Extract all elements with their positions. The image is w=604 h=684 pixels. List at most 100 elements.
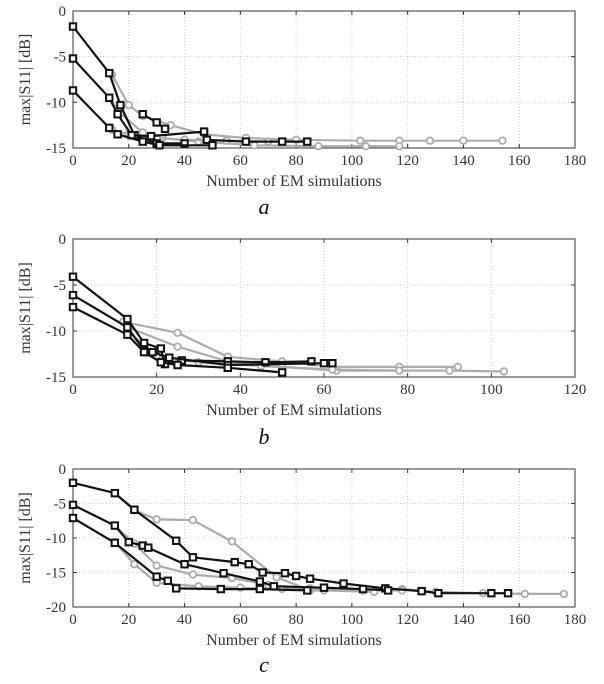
data-point: [208, 141, 217, 150]
data-point: [105, 68, 114, 78]
x-tick-label: 160: [508, 153, 531, 169]
data-point: [138, 110, 147, 119]
data-point: [130, 505, 139, 514]
x-tick-label: 80: [400, 382, 415, 398]
x-tick-label: 20: [149, 382, 164, 398]
data-point: [202, 135, 212, 144]
data-point: [139, 338, 149, 348]
panel-c: 0 20 40 60 80 100 120 140 160 180 0 -5 -10 -15 -20 Numb…: [17, 462, 586, 677]
data-point: [130, 560, 139, 569]
data-point: [155, 141, 164, 150]
data-point: [303, 586, 312, 595]
data-point: [123, 330, 132, 339]
data-point: [383, 586, 393, 595]
x-tick-label: 0: [69, 153, 77, 169]
data-point: [255, 584, 265, 594]
data-point: [144, 543, 153, 552]
y-tick-label: -10: [46, 95, 66, 111]
data-point: [314, 141, 323, 151]
black-series-5: [68, 513, 312, 595]
data-point: [156, 358, 166, 367]
data-point: [113, 110, 122, 119]
data-point: [498, 136, 507, 145]
x-tick-label: 40: [177, 153, 192, 169]
data-point: [395, 141, 404, 151]
data-point: [156, 344, 166, 353]
data-point: [146, 131, 156, 141]
x-tick-label: 160: [508, 612, 531, 628]
axes-box: [72, 10, 576, 149]
data-point: [244, 560, 253, 569]
data-point: [165, 353, 174, 362]
data-point: [116, 100, 125, 110]
data-point: [434, 589, 443, 598]
panel-a: 0 20 40 60 80 100 120 140 160 180 0 -5 -10 -15 Number …: [17, 4, 586, 219]
data-point: [110, 488, 120, 498]
x-tick-label: 140: [452, 612, 475, 628]
data-point: [110, 538, 120, 548]
data-point: [68, 54, 78, 63]
x-tick-label: 100: [341, 612, 364, 628]
y-axis-title: max|S11| [dB]: [17, 34, 34, 126]
panel-letter: c: [259, 652, 269, 677]
data-point: [319, 583, 329, 592]
x-tick-label: 60: [233, 153, 248, 169]
data-point: [68, 513, 78, 523]
data-point: [559, 589, 569, 599]
data-point: [358, 584, 368, 594]
data-point: [227, 537, 237, 546]
panel-b: 0 20 40 60 80 100 120 0 -5 -10 -15 Number of EM sim…: [17, 232, 586, 449]
y-tick-label: -5: [54, 497, 67, 513]
data-point: [356, 136, 365, 145]
data-point: [188, 553, 198, 562]
data-point: [173, 360, 182, 370]
data-point: [152, 561, 161, 570]
y-tick-label: 0: [59, 462, 67, 478]
x-tick-label: 20: [121, 153, 136, 169]
x-axis-title: Number of EM simulations: [206, 632, 382, 649]
data-point: [459, 136, 468, 145]
x-axis-title: Number of EM simulations: [206, 402, 382, 419]
black-series-4: [68, 500, 393, 595]
data-point: [272, 573, 281, 582]
y-tick-label: -10: [46, 324, 66, 340]
black-series-3: [68, 478, 513, 598]
data-point: [173, 328, 182, 338]
data-point: [180, 560, 189, 569]
data-point: [152, 118, 161, 127]
data-point: [261, 358, 270, 367]
x-tick-label: 120: [396, 612, 419, 628]
data-point: [152, 572, 161, 581]
data-point: [68, 272, 78, 281]
black-series-4: [68, 54, 312, 146]
data-point: [395, 366, 404, 375]
panel-letter: b: [259, 424, 270, 449]
data-point: [445, 366, 454, 375]
data-point: [123, 314, 132, 324]
series-line: [72, 89, 213, 147]
data-point: [417, 586, 426, 596]
black-series-6: [138, 110, 170, 134]
black-series-5: [68, 302, 287, 377]
y-axis-title: max|S11| [dB]: [17, 262, 34, 354]
data-point: [105, 123, 114, 133]
data-point: [113, 130, 122, 139]
data-point: [258, 568, 267, 577]
x-tick-label: 180: [564, 612, 587, 628]
data-point: [68, 22, 78, 31]
data-point: [105, 93, 114, 102]
data-point: [219, 568, 228, 578]
data-point: [216, 584, 226, 594]
data-point: [328, 359, 337, 368]
data-point: [499, 367, 509, 376]
data-point: [291, 571, 301, 581]
data-point: [250, 141, 259, 150]
data-point: [68, 302, 78, 312]
data-point: [199, 127, 209, 136]
data-point: [503, 589, 513, 598]
data-point: [163, 576, 173, 585]
data-point: [188, 570, 198, 579]
data-point: [520, 589, 529, 599]
data-point: [487, 589, 496, 598]
